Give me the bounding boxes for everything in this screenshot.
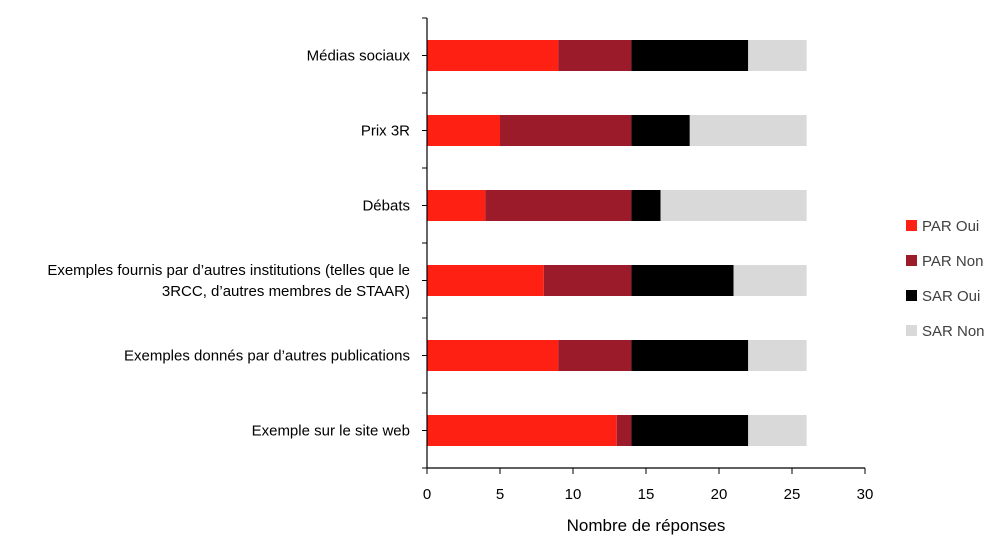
x-tick-label: 20 bbox=[711, 486, 728, 503]
legend-label: SAR Non bbox=[922, 323, 985, 340]
bars-group bbox=[427, 40, 807, 446]
bar-sar-non-2 bbox=[660, 190, 807, 221]
bar-sar-oui-1 bbox=[631, 115, 690, 146]
x-tick-label: 5 bbox=[496, 486, 504, 503]
bar-par-oui-3 bbox=[427, 265, 544, 296]
category-label: Prix 3R bbox=[361, 123, 410, 140]
x-tick-label: 30 bbox=[857, 486, 874, 503]
bar-sar-non-0 bbox=[748, 40, 807, 71]
x-tick-label: 25 bbox=[784, 486, 801, 503]
legend-swatch-sar-oui bbox=[906, 290, 917, 301]
bar-par-oui-0 bbox=[427, 40, 559, 71]
bar-sar-oui-3 bbox=[631, 265, 734, 296]
bar-sar-oui-2 bbox=[631, 190, 661, 221]
bar-par-oui-4 bbox=[427, 340, 559, 371]
x-axis-title: Nombre de réponses bbox=[567, 516, 726, 535]
x-tick-labels: 0 5 10 15 20 25 30 bbox=[423, 486, 874, 503]
x-tick-label: 10 bbox=[565, 486, 582, 503]
bar-par-non-0 bbox=[558, 40, 632, 71]
bar-par-non-2 bbox=[485, 190, 632, 221]
legend: PAR Oui PAR Non SAR Oui SAR Non bbox=[906, 218, 985, 340]
category-labels: Médias sociaux Prix 3R Débats Exemples fou… bbox=[47, 48, 410, 440]
legend-swatch-par-oui bbox=[906, 220, 917, 231]
category-label: Exemple sur le site web bbox=[252, 423, 410, 440]
category-label: 3RCC, d’autres membres de STAAR) bbox=[162, 283, 410, 300]
legend-label: PAR Non bbox=[922, 253, 983, 270]
category-label: Médias sociaux bbox=[307, 48, 411, 65]
bar-par-non-4 bbox=[558, 340, 632, 371]
legend-swatch-sar-non bbox=[906, 325, 917, 336]
bar-sar-oui-5 bbox=[631, 415, 749, 446]
bar-sar-non-3 bbox=[733, 265, 807, 296]
bar-sar-oui-0 bbox=[631, 40, 749, 71]
x-tick-label: 0 bbox=[423, 486, 431, 503]
category-label: Exemples donnés par d’autres publication… bbox=[124, 348, 410, 365]
bar-par-non-5 bbox=[616, 415, 632, 446]
category-label: Débats bbox=[362, 198, 410, 215]
axes-group bbox=[422, 17, 866, 474]
bar-par-oui-1 bbox=[427, 115, 500, 146]
bar-sar-oui-4 bbox=[631, 340, 749, 371]
bar-sar-non-1 bbox=[689, 115, 807, 146]
category-label: Exemples fournis par d’autres institutio… bbox=[47, 262, 410, 279]
legend-swatch-par-non bbox=[906, 255, 917, 266]
legend-label: PAR Oui bbox=[922, 218, 979, 235]
bar-par-non-1 bbox=[500, 115, 632, 146]
bar-sar-non-5 bbox=[748, 415, 807, 446]
x-tick-label: 15 bbox=[638, 486, 655, 503]
bar-par-non-3 bbox=[543, 265, 632, 296]
bar-sar-non-4 bbox=[748, 340, 807, 371]
legend-label: SAR Oui bbox=[922, 288, 980, 305]
bar-par-oui-5 bbox=[427, 415, 617, 446]
bar-par-oui-2 bbox=[427, 190, 486, 221]
